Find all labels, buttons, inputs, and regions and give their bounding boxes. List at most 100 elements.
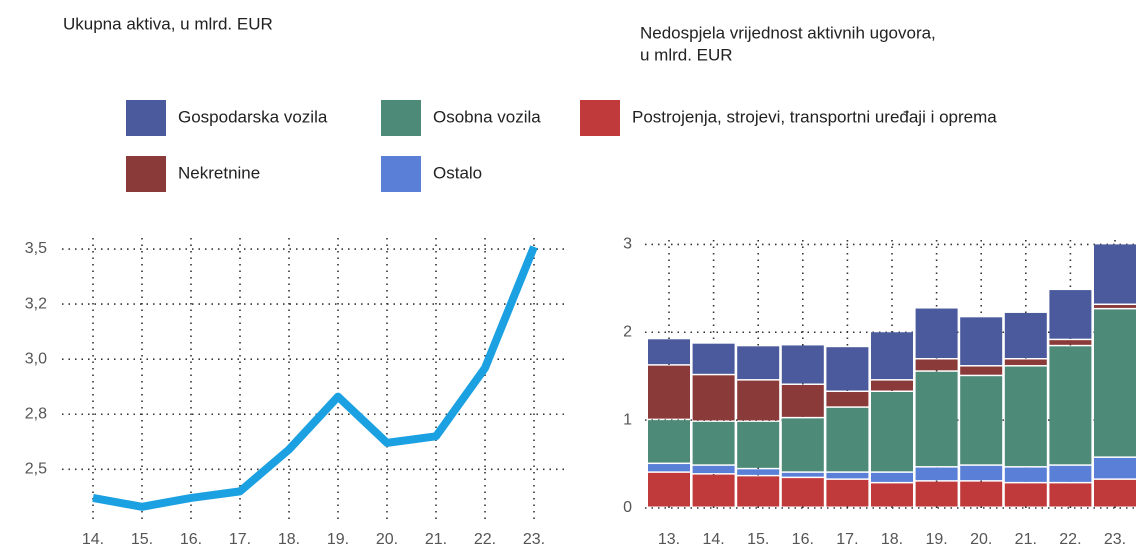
legend-label: Postrojenja, strojevi, transportni uređa… bbox=[632, 107, 997, 126]
bar-segment bbox=[1049, 483, 1092, 507]
bar-segment bbox=[915, 467, 958, 481]
bar-segment bbox=[960, 317, 1003, 366]
x-tick-label: 21. bbox=[1015, 531, 1037, 548]
x-tick-label: 18. bbox=[278, 531, 300, 548]
x-tick-label: 16. bbox=[792, 531, 814, 548]
bar-segment bbox=[826, 347, 869, 391]
y-tick-label: 2,5 bbox=[25, 461, 47, 478]
bar-segment bbox=[871, 483, 913, 507]
bar-segment bbox=[781, 345, 824, 384]
legend-label: Gospodarska vozila bbox=[178, 107, 328, 126]
bar-segment bbox=[648, 464, 690, 472]
x-tick-label: 22. bbox=[1059, 531, 1081, 548]
bar-segment bbox=[1049, 290, 1092, 339]
bar-segment bbox=[1094, 457, 1136, 479]
x-tick-label: 14. bbox=[702, 531, 724, 548]
y-tick-label: 3,0 bbox=[25, 350, 47, 367]
x-tick-label: 19. bbox=[327, 531, 349, 548]
x-tick-label: 22. bbox=[474, 531, 496, 548]
x-tick-label: 15. bbox=[131, 531, 153, 548]
chart-title: Ukupna aktiva, u mlrd. EUR bbox=[63, 14, 273, 33]
bar-segment bbox=[1004, 467, 1047, 482]
bar-segment bbox=[692, 343, 735, 374]
y-tick-label: 3,5 bbox=[25, 240, 47, 257]
legend-swatch bbox=[381, 100, 421, 136]
bar-segment bbox=[781, 472, 824, 477]
bar-segment bbox=[737, 380, 780, 421]
bar-segment bbox=[871, 472, 913, 482]
bar-segment bbox=[648, 339, 690, 365]
x-tick-label: 13. bbox=[658, 531, 680, 548]
bar-segment bbox=[737, 346, 780, 380]
bar-segment bbox=[648, 472, 690, 507]
bar-segment bbox=[871, 332, 913, 380]
bar-segment bbox=[737, 421, 780, 468]
bar-segment bbox=[737, 476, 780, 507]
x-tick-label: 19. bbox=[925, 531, 947, 548]
x-tick-label: 14. bbox=[82, 531, 104, 548]
bar-segment bbox=[1094, 479, 1136, 507]
y-tick-label: 1 bbox=[623, 411, 632, 428]
bar-segment bbox=[960, 465, 1003, 481]
bar-segment bbox=[1094, 244, 1136, 304]
x-tick-label: 21. bbox=[425, 531, 447, 548]
y-tick-label: 3 bbox=[623, 236, 632, 253]
bar-segment bbox=[1049, 340, 1092, 345]
line bbox=[92, 245, 538, 511]
bar-segment bbox=[1004, 366, 1047, 467]
bar-segment bbox=[737, 469, 780, 475]
bar-segment bbox=[692, 465, 735, 474]
x-tick-label: 16. bbox=[180, 531, 202, 548]
legend-label: Osobna vozila bbox=[433, 107, 541, 126]
bar-segment bbox=[781, 384, 824, 417]
x-tick-label: 15. bbox=[747, 531, 769, 548]
x-tick-label: 17. bbox=[836, 531, 858, 548]
x-tick-label: 20. bbox=[970, 531, 992, 548]
bar-segment bbox=[871, 392, 913, 472]
legend-swatch bbox=[580, 100, 620, 136]
x-tick-label: 23. bbox=[523, 531, 545, 548]
bar-segment bbox=[871, 380, 913, 391]
bar-segment bbox=[1094, 305, 1136, 308]
legend-swatch bbox=[126, 156, 166, 192]
bar-segment bbox=[915, 359, 958, 371]
chart-title: Nedospjela vrijednost aktivnih ugovora, bbox=[640, 23, 936, 42]
x-tick-label: 20. bbox=[376, 531, 398, 548]
bar-segment bbox=[826, 472, 869, 479]
bar-segment bbox=[1094, 309, 1136, 457]
bar-segment bbox=[915, 371, 958, 467]
y-tick-label: 3,2 bbox=[25, 295, 47, 312]
legend-swatch bbox=[381, 156, 421, 192]
bar-segment bbox=[826, 407, 869, 472]
bar-segment bbox=[826, 392, 869, 407]
bar-segment bbox=[960, 481, 1003, 507]
bar-segment bbox=[648, 365, 690, 419]
legend-label: Nekretnine bbox=[178, 163, 260, 182]
bar-segment bbox=[648, 420, 690, 463]
bar-segment bbox=[915, 481, 958, 507]
bar-segment bbox=[1049, 465, 1092, 482]
y-tick-label: 2 bbox=[623, 323, 632, 340]
bar-segment bbox=[692, 474, 735, 507]
bar-segment bbox=[826, 479, 869, 507]
bar-segment bbox=[781, 478, 824, 507]
bar-segment bbox=[1004, 483, 1047, 507]
legend-swatch bbox=[126, 100, 166, 136]
bar-segment bbox=[692, 421, 735, 465]
bar-segment bbox=[692, 375, 735, 421]
bar-segment bbox=[1004, 359, 1047, 366]
bar-segment bbox=[960, 376, 1003, 465]
legend-label: Ostalo bbox=[433, 163, 482, 182]
bar-segment bbox=[781, 418, 824, 472]
x-tick-label: 18. bbox=[881, 531, 903, 548]
y-tick-label: 0 bbox=[623, 499, 632, 516]
bar-segment bbox=[960, 366, 1003, 375]
y-tick-label: 2,8 bbox=[25, 405, 47, 422]
chart-title: u mlrd. EUR bbox=[640, 45, 733, 64]
bar-segment bbox=[915, 308, 958, 359]
bar-segment bbox=[1004, 312, 1047, 359]
x-tick-label: 17. bbox=[229, 531, 251, 548]
bar-segment bbox=[1049, 346, 1092, 465]
x-tick-label: 23. bbox=[1104, 531, 1126, 548]
